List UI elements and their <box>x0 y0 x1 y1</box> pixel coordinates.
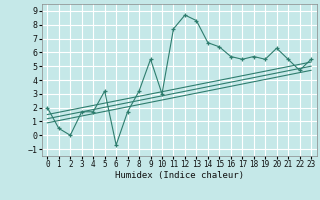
X-axis label: Humidex (Indice chaleur): Humidex (Indice chaleur) <box>115 171 244 180</box>
